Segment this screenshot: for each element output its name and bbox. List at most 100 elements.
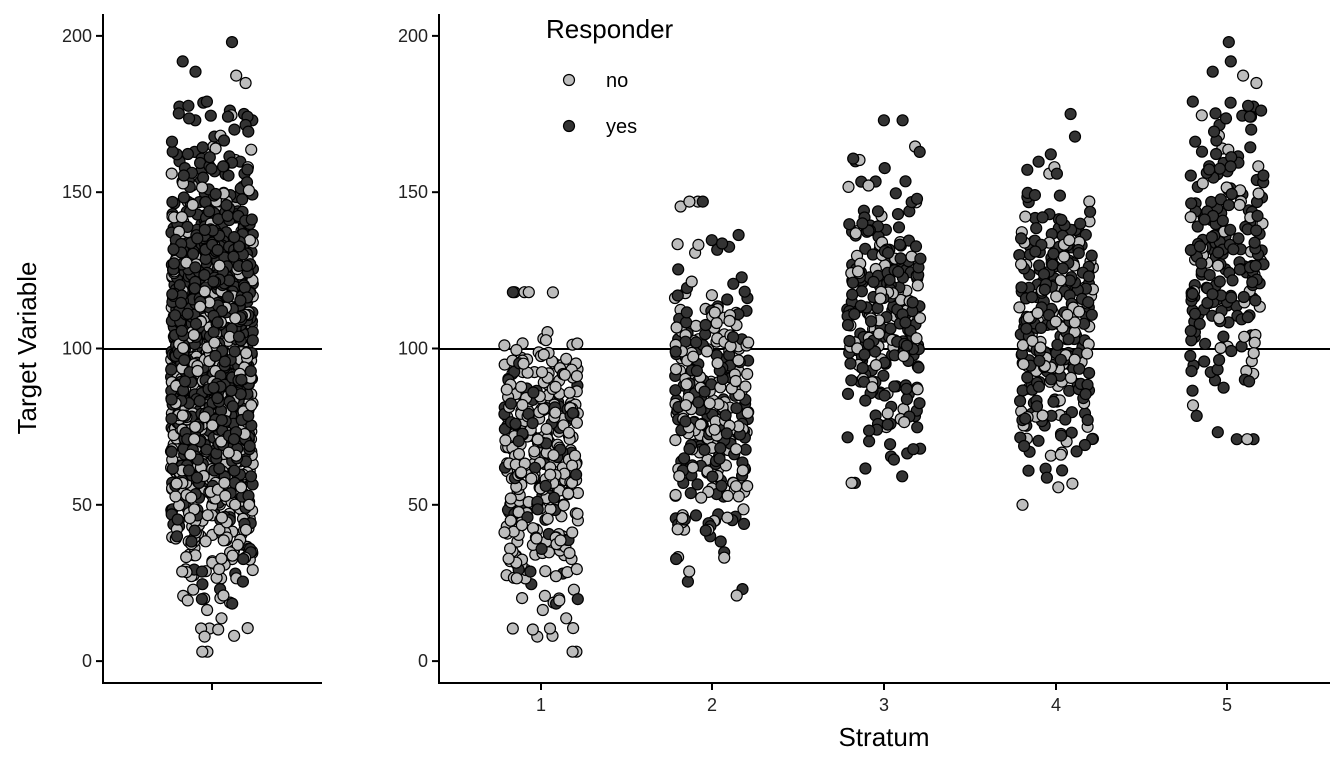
scatter-point	[522, 286, 535, 299]
scatter-point	[1244, 141, 1257, 154]
scatter-point	[512, 435, 525, 448]
scatter-point	[1038, 283, 1051, 296]
scatter-point	[554, 534, 567, 547]
scatter-point	[1249, 259, 1262, 272]
scatter-point	[1083, 205, 1097, 218]
scatter-point	[1195, 109, 1208, 122]
scatter-point	[546, 286, 560, 299]
scatter-point	[209, 187, 222, 201]
scatter-point	[867, 275, 880, 288]
scatter-point	[671, 523, 684, 536]
scatter-point	[1056, 262, 1070, 275]
scatter-point	[1184, 211, 1197, 224]
scatter-point	[1198, 213, 1211, 226]
scatter-point	[514, 380, 528, 393]
scatter-point	[557, 499, 570, 512]
scatter-point	[571, 592, 584, 606]
scatter-point	[185, 491, 198, 504]
scatter-point	[679, 399, 693, 412]
scatter-point	[1044, 449, 1058, 462]
scatter-point	[1031, 306, 1044, 320]
scatter-point	[909, 240, 923, 253]
scatter-point	[1241, 99, 1255, 112]
scatter-point	[1032, 380, 1046, 393]
scatter-point	[1019, 412, 1032, 425]
scatter-point	[204, 109, 217, 122]
scatter-point	[1251, 209, 1264, 222]
scatter-point	[1224, 96, 1237, 109]
scatter-point	[1033, 354, 1046, 367]
scatter-point	[1203, 268, 1216, 282]
scatter-point	[1184, 169, 1197, 182]
scatter-point	[866, 381, 879, 394]
scatter-point	[553, 594, 566, 607]
right-x-tick-label: 3	[879, 695, 889, 715]
scatter-point	[687, 350, 700, 363]
scatter-point	[171, 513, 184, 526]
scatter-point	[670, 321, 683, 334]
scatter-point	[524, 565, 537, 578]
scatter-point	[515, 591, 529, 605]
legend-title: Responder	[546, 14, 674, 44]
scatter-point	[1053, 189, 1067, 202]
scatter-point	[1184, 324, 1197, 337]
scatter-point	[562, 426, 576, 439]
scatter-point	[1025, 291, 1039, 304]
scatter-point	[841, 431, 854, 444]
scatter-point	[213, 259, 226, 272]
right-x-ticks: 1 2 3 4 5	[536, 683, 1232, 715]
scatter-point	[1188, 307, 1202, 320]
scatter-point	[237, 552, 250, 566]
scatter-point	[706, 470, 719, 483]
scatter-point	[1216, 214, 1229, 227]
scatter-point	[1185, 365, 1198, 378]
scatter-point	[566, 645, 579, 658]
scatter-point	[228, 629, 241, 642]
scatter-point	[841, 318, 855, 332]
scatter-point	[1227, 243, 1240, 256]
scatter-point	[211, 316, 224, 329]
scatter-point	[1205, 231, 1219, 244]
scatter-point	[189, 65, 202, 78]
scatter-point	[848, 308, 861, 321]
right-x-tick-label: 5	[1222, 695, 1232, 715]
scatter-point	[1246, 276, 1259, 289]
scatter-point	[719, 409, 732, 422]
scatter-point	[911, 421, 924, 434]
scatter-point	[684, 487, 697, 500]
scatter-point	[169, 490, 182, 503]
scatter-point	[1217, 330, 1230, 343]
scatter-point	[539, 334, 553, 347]
scatter-point	[894, 252, 907, 265]
scatter-point	[1054, 353, 1067, 366]
scatter-point	[1044, 148, 1057, 161]
scatter-point	[1072, 305, 1086, 318]
scatter-point	[1211, 426, 1224, 439]
scatter-point	[1243, 110, 1257, 123]
scatter-point	[1036, 211, 1049, 224]
scatter-point	[847, 152, 860, 165]
scatter-point	[872, 327, 886, 340]
scatter-point	[549, 406, 562, 419]
scatter-point	[738, 285, 751, 298]
scatter-point	[900, 339, 914, 352]
scatter-point	[535, 366, 549, 379]
scatter-point	[181, 594, 194, 607]
scatter-point	[543, 622, 557, 635]
scatter-point	[892, 221, 906, 234]
scatter-point	[669, 434, 682, 447]
left-points	[164, 35, 259, 658]
scatter-point	[1016, 498, 1029, 511]
scatter-point	[710, 316, 723, 330]
scatter-point	[891, 208, 905, 221]
scatter-point	[680, 306, 693, 319]
scatter-point	[181, 307, 194, 320]
scatter-point	[165, 135, 179, 148]
scatter-point	[900, 382, 913, 395]
scatter-point	[1079, 388, 1092, 401]
right-x-tick-label: 1	[536, 695, 546, 715]
scatter-point	[196, 645, 209, 658]
scatter-point	[241, 163, 254, 176]
scatter-point	[720, 427, 733, 440]
scatter-point	[1206, 288, 1219, 301]
